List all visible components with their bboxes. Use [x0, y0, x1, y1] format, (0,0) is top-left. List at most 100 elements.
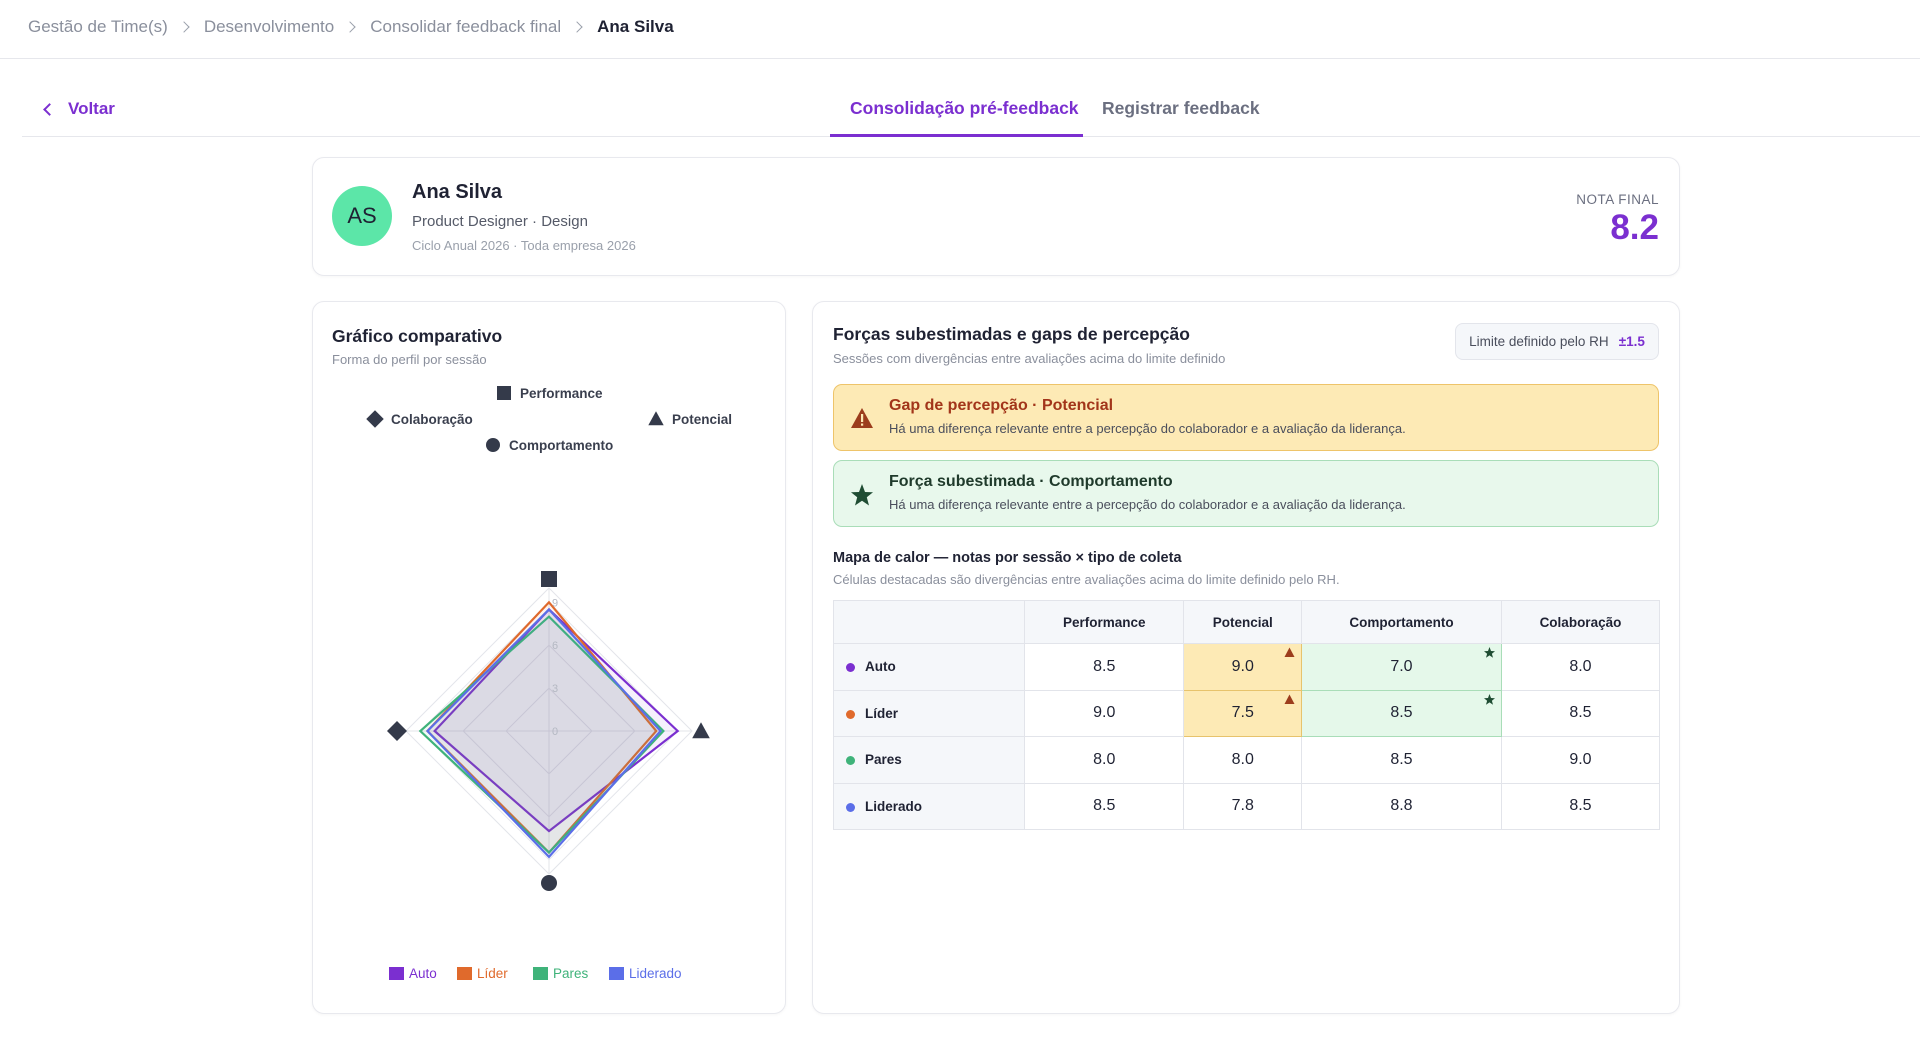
gap-glyph: [1284, 694, 1295, 704]
column-header: Colaboração: [1500, 600, 1661, 644]
avatar: AS: [332, 186, 392, 246]
corner-cell: [833, 600, 1025, 644]
heatmap-cell: 8.5: [1500, 689, 1661, 737]
limit-badge: Limite definido pelo RH ±1.5: [1455, 323, 1659, 360]
radar-chart: 0 3 6 9 Performance Potencial Comportamento Col…: [366, 386, 732, 981]
profile-role: Product Designer · Design: [412, 213, 588, 230]
breadcrumb: Gestão de Time(s) Desenvolvimento Consol…: [28, 17, 674, 37]
alert-text: Há uma diferença relevante entre a perce…: [889, 497, 1406, 512]
star-icon: [851, 484, 873, 506]
gap-alert: Gap de percepção · Potencial Há uma dife…: [833, 384, 1659, 451]
row-label: Auto: [865, 659, 896, 675]
shape-legend-label: Colaboração: [391, 412, 473, 427]
insights-title: Forças subestimadas e gaps de percepção: [833, 324, 1190, 344]
profile-card: AS Ana Silva Product Designer · Design C…: [312, 157, 1680, 276]
heatmap-row: Liderado 8.5 7.8 8.8 8.5: [833, 782, 1661, 830]
gap-icon: [1284, 694, 1295, 704]
row-header: Auto: [833, 643, 1025, 691]
alert-title: Força subestimada · Comportamento: [889, 473, 1173, 490]
divider: [0, 58, 1920, 59]
row-label: Líder: [865, 705, 899, 721]
gap-icon: [1284, 647, 1295, 657]
heatmap-cell: 8.5: [1300, 689, 1502, 737]
series-dot: [846, 802, 855, 812]
insights-subtitle: Sessões com divergências entre avaliaçõe…: [833, 351, 1226, 366]
row-header: Líder: [833, 689, 1025, 737]
heatmap-subtitle: Células destacadas são divergências entr…: [833, 572, 1340, 587]
heatmap-row: Líder 9.0 7.5 8.5 8.5: [833, 689, 1661, 737]
heatmap-cell: 8.8: [1300, 782, 1502, 830]
back-label: Voltar: [68, 99, 115, 118]
breadcrumb-current: Ana Silva: [597, 17, 674, 36]
heatmap-cell: 7.8: [1183, 782, 1302, 830]
r-tick-label: 3: [552, 683, 558, 695]
axis-marker: [648, 411, 664, 426]
final-label: NOTA FINAL: [1576, 192, 1659, 207]
strength-glyph: [1483, 647, 1495, 658]
shape-legend-label: Potencial: [672, 412, 732, 427]
profile-name: Ana Silva: [412, 181, 503, 203]
heatmap-cell: 8.5: [1023, 643, 1185, 691]
alert-title: Gap de percepção · Potencial: [889, 397, 1114, 414]
strength-icon: [1483, 647, 1495, 658]
column-header: Potencial: [1183, 600, 1302, 644]
heatmap-cell: 9.0: [1500, 736, 1661, 784]
strength-glyph: [1483, 693, 1495, 705]
legend-label: Pares: [553, 966, 589, 981]
axis-marker: [497, 386, 511, 400]
breadcrumb-item[interactable]: Desenvolvimento: [203, 17, 335, 36]
shape-legend-label: Performance: [520, 386, 603, 401]
series-dot: [846, 663, 855, 673]
heatmap-cell: 7.0: [1300, 643, 1502, 691]
warning-icon: [851, 408, 873, 428]
legend-swatch: [457, 967, 472, 980]
heatmap-title: Mapa de calor — notas por sessão × tipo …: [833, 550, 1182, 566]
profile-cycle: Ciclo Anual 2026 · Toda empresa 2026: [412, 238, 636, 253]
strength-icon: [1483, 693, 1495, 705]
legend-swatch: [609, 967, 624, 980]
heatmap-cell: 8.5: [1500, 782, 1661, 830]
radar-series: [425, 607, 663, 859]
heatmap-cell: 9.0: [1023, 689, 1185, 737]
legend-label: Auto: [409, 966, 437, 981]
alert-text: Há uma diferença relevante entre a perce…: [889, 421, 1406, 436]
column-header: Performance: [1023, 600, 1185, 644]
series-dot: [846, 756, 855, 766]
heatmap-row: Pares 8.0 8.0 8.5 9.0: [833, 736, 1661, 784]
heatmap-cell: 8.5: [1300, 736, 1502, 784]
limit-value: ±1.5: [1618, 334, 1645, 349]
heatmap-row: Auto 8.5 9.0 7.0 8.0: [833, 643, 1661, 691]
row-header: Liderado: [833, 782, 1025, 830]
row-label: Pares: [865, 752, 902, 768]
axis-marker: [541, 875, 557, 891]
r-tick-label: 6: [552, 640, 558, 652]
breadcrumb-item[interactable]: Gestão de Time(s): [28, 17, 168, 36]
heatmap-table: Performance Potencial Comportamento Colabor…: [833, 600, 1661, 830]
breadcrumb-item[interactable]: Consolidar feedback final: [370, 17, 562, 36]
chart-title: Gráfico comparativo: [332, 326, 503, 346]
chart-subtitle: Forma do perfil por sessão: [332, 352, 487, 367]
tab-indicator: [830, 134, 1083, 137]
limit-label: Limite definido pelo RH: [1469, 334, 1609, 349]
heatmap-cell: 8.5: [1023, 782, 1185, 830]
shape-legend-label: Comportamento: [509, 438, 613, 453]
row-header: Pares: [833, 736, 1025, 784]
r-tick-label: 0: [552, 726, 558, 738]
heatmap-cell: 9.0: [1183, 643, 1302, 691]
series-dot: [846, 709, 855, 719]
heatmap-cell: 8.0: [1500, 643, 1661, 691]
back-button[interactable]: Voltar: [43, 99, 115, 119]
tab[interactable]: Registrar feedback: [1102, 98, 1260, 118]
final-score: 8.2: [1610, 208, 1659, 247]
axis-marker: [486, 438, 500, 452]
tab[interactable]: Consolidação pré-feedback: [850, 98, 1079, 118]
axis-marker: [366, 410, 384, 428]
header-row: Performance Potencial Comportamento Colabor…: [833, 600, 1661, 644]
legend-label: Liderado: [629, 966, 682, 981]
heatmap-cell: 8.0: [1183, 736, 1302, 784]
strength-alert: Força subestimada · Comportamento Há uma…: [833, 460, 1659, 527]
column-header: Comportamento: [1300, 600, 1502, 644]
row-label: Liderado: [865, 798, 923, 814]
axis-marker: [387, 721, 407, 741]
